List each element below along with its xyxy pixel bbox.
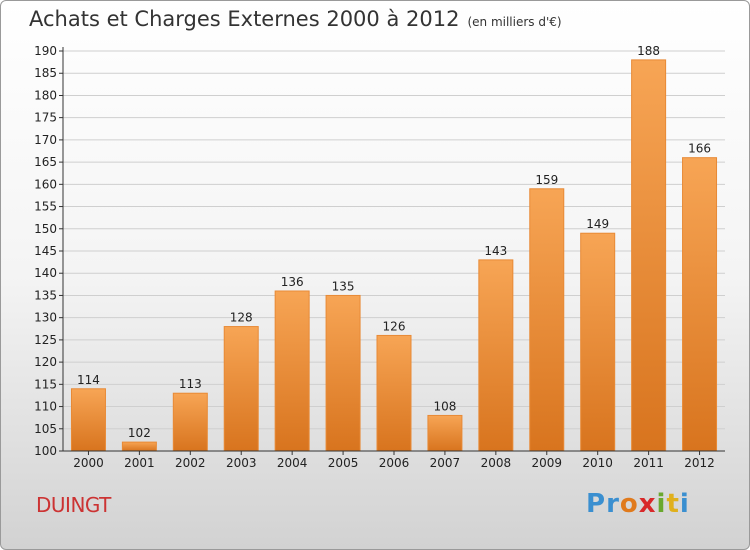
data-label: 128: [230, 311, 253, 325]
y-tick-label: 160: [34, 177, 57, 191]
chart-title: Achats et Charges Externes 2000 à 2012 (e…: [29, 7, 562, 31]
y-tick-label: 155: [34, 200, 57, 214]
bar: [631, 59, 667, 452]
logo-letter: o: [619, 489, 639, 519]
data-label: 108: [433, 399, 456, 413]
data-label: 113: [179, 377, 202, 391]
bar: [682, 157, 718, 452]
logo-letter: P: [586, 489, 607, 519]
y-tick-label: 170: [34, 133, 57, 147]
logo-letter: i: [679, 489, 690, 519]
bar: [580, 232, 616, 452]
y-tick-label: 185: [34, 66, 57, 80]
data-label: 188: [637, 44, 660, 58]
y-tick-label: 140: [34, 266, 57, 280]
bar: [172, 392, 208, 452]
y-tick-label: 145: [34, 244, 57, 258]
y-tick-label: 150: [34, 222, 57, 236]
y-tick-label: 175: [34, 111, 57, 125]
data-label: 166: [688, 142, 711, 156]
bar: [223, 326, 259, 452]
y-tick-label: 115: [34, 377, 57, 391]
bar: [376, 334, 412, 452]
y-tick-label: 135: [34, 288, 57, 302]
x-tick-label: 2002: [175, 456, 206, 470]
x-tick-label: 2006: [379, 456, 410, 470]
x-tick-label: 2000: [73, 456, 104, 470]
data-label: 149: [586, 217, 609, 231]
chart-subtitle: (en milliers d'€): [467, 15, 562, 29]
y-tick-label: 130: [34, 311, 57, 325]
x-tick-label: 2005: [328, 456, 359, 470]
x-tick-label: 2001: [124, 456, 155, 470]
x-tick-label: 2004: [277, 456, 308, 470]
bar: [427, 414, 463, 452]
logo-letter: i: [656, 489, 667, 519]
data-label: 126: [383, 319, 406, 333]
y-tick-label: 110: [34, 400, 57, 414]
bars: [70, 59, 718, 452]
axes: [59, 47, 725, 455]
data-label: 159: [535, 173, 558, 187]
labels: 100 105 110 115 120 125 130 135 140 145 150 155 160 1…: [34, 44, 715, 470]
logo-letter: r: [606, 489, 620, 519]
x-tick-label: 2003: [226, 456, 257, 470]
y-tick-label: 180: [34, 88, 57, 102]
data-label: 114: [77, 373, 100, 387]
bar: [70, 388, 106, 452]
y-tick-label: 120: [34, 355, 57, 369]
y-tick-label: 100: [34, 444, 57, 458]
x-tick-label: 2009: [531, 456, 562, 470]
proxiti-logo: Proxiti: [586, 489, 690, 519]
x-tick-label: 2007: [430, 456, 461, 470]
y-tick-label: 190: [34, 44, 57, 58]
bar: [529, 188, 565, 452]
y-tick-label: 125: [34, 333, 57, 347]
y-tick-label: 105: [34, 422, 57, 436]
data-label: 143: [484, 244, 507, 258]
logo-letter: t: [666, 489, 680, 519]
commune-name: DUINGT: [36, 493, 111, 517]
data-label: 135: [332, 279, 355, 293]
data-label: 136: [281, 275, 304, 289]
bar: [274, 290, 310, 452]
x-tick-label: 2011: [633, 456, 664, 470]
bar: [121, 441, 157, 452]
chart-title-text: Achats et Charges Externes 2000 à 2012: [29, 7, 460, 31]
data-label: 102: [128, 426, 151, 440]
bar: [478, 259, 514, 452]
y-tick-label: 165: [34, 155, 57, 169]
x-tick-label: 2008: [481, 456, 512, 470]
logo-letter: x: [638, 489, 657, 519]
bar: [325, 294, 361, 452]
x-tick-label: 2010: [582, 456, 613, 470]
x-tick-label: 2012: [684, 456, 715, 470]
